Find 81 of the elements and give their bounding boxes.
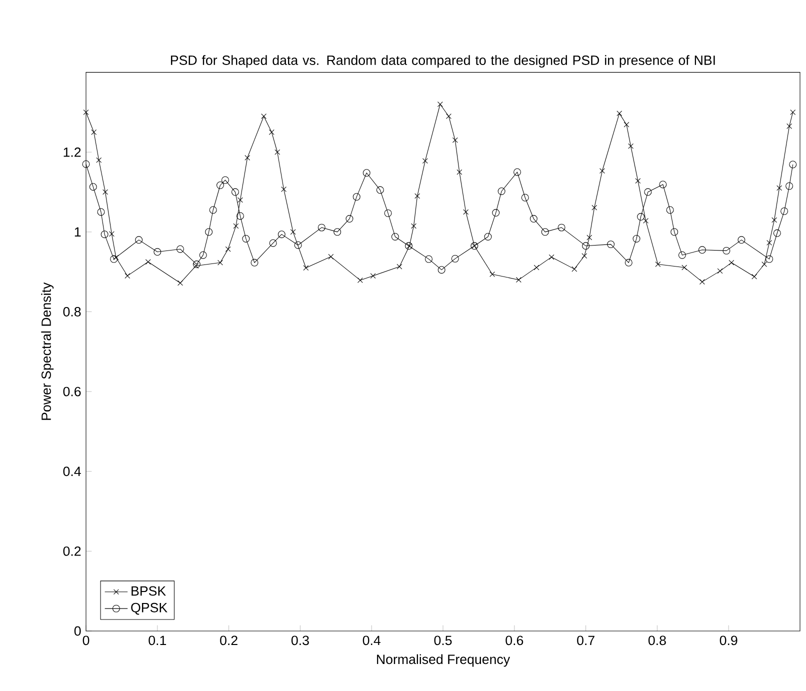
point (451, 254, 459, 262)
x-tick-label: 0.2 (220, 636, 238, 646)
point (318, 224, 326, 232)
point (670, 228, 678, 236)
point (176, 245, 184, 253)
point (236, 212, 244, 220)
point (231, 188, 239, 196)
legend-label: QPSK (131, 602, 168, 615)
point (492, 209, 500, 217)
x-tick-label: 0.7 (577, 636, 594, 646)
point (192, 260, 200, 268)
point (780, 207, 788, 215)
point (659, 180, 667, 188)
point (135, 236, 143, 244)
point (376, 186, 384, 194)
x-axis-title: Normalised Frequency (377, 654, 510, 667)
x-tick-label: 0.9 (720, 636, 738, 646)
point (558, 224, 566, 232)
point (154, 248, 162, 256)
point (424, 255, 432, 263)
point (582, 242, 590, 250)
point (607, 240, 615, 248)
y-tick-label: 1 (74, 227, 81, 237)
point (484, 232, 492, 240)
point (530, 215, 538, 223)
point (666, 206, 674, 214)
point (384, 209, 392, 217)
point (738, 236, 746, 244)
point (541, 228, 549, 236)
point (89, 183, 97, 191)
point (644, 188, 652, 196)
point (199, 251, 207, 259)
point (209, 206, 217, 214)
point (470, 242, 478, 250)
y-tick-label: 0.4 (63, 466, 81, 476)
point (222, 176, 229, 184)
point (637, 213, 645, 221)
point (205, 228, 213, 236)
point (216, 182, 224, 189)
chart-title: PSD for Shaped data vs. Random data compared to the designed PSD in presence of NBI (170, 55, 715, 68)
point (346, 215, 354, 223)
point (498, 188, 506, 195)
y-tick-label: 0 (74, 626, 81, 636)
legend-label: BPSK (132, 586, 166, 596)
y-tick-label: 1.2 (64, 147, 81, 157)
point (269, 239, 277, 247)
point (789, 160, 797, 168)
point (678, 251, 686, 259)
point (242, 234, 250, 242)
point (722, 246, 730, 254)
x-tick-label: 0.6 (506, 636, 524, 646)
point (438, 266, 446, 274)
y-tick-label: 0.2 (63, 546, 81, 556)
x-tick-label: 0 (82, 636, 90, 646)
point (786, 182, 794, 190)
point (362, 169, 370, 177)
x-tick-label: 0.5 (434, 636, 452, 646)
y-axis-title: Power Spectral Density (41, 282, 54, 420)
point (294, 241, 302, 249)
point (391, 232, 399, 240)
point (521, 194, 529, 202)
point (514, 168, 521, 176)
point (773, 229, 781, 237)
point (766, 255, 774, 263)
point (632, 234, 640, 242)
point (698, 246, 706, 254)
x-tick-label: 0.4 (362, 636, 380, 646)
point (278, 230, 286, 238)
point (624, 258, 632, 266)
point (352, 193, 360, 201)
point (110, 255, 118, 263)
y-tick-label: 0.6 (63, 386, 81, 396)
point (250, 258, 258, 266)
y-tick-label: 0.8 (63, 307, 81, 316)
point (404, 242, 412, 250)
point (82, 160, 90, 168)
x-tick-label: 0.1 (148, 636, 166, 646)
x-tick-label: 0.3 (291, 636, 309, 646)
point (334, 228, 342, 236)
point (97, 208, 105, 216)
x-tick-label: 0.8 (648, 636, 666, 646)
